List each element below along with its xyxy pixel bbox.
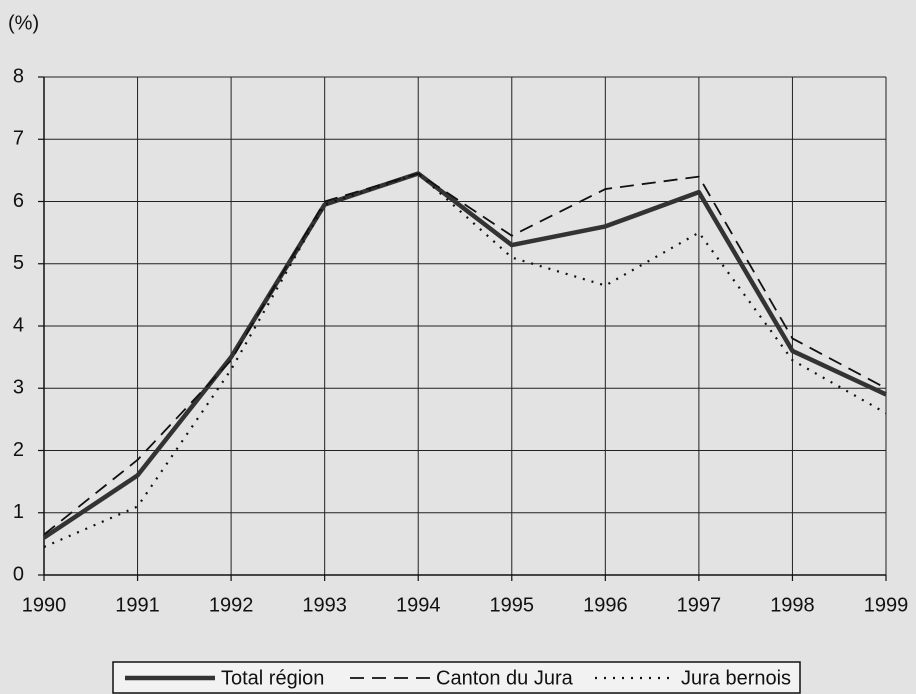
y-tick-label: 3	[13, 377, 24, 399]
y-axis-label: (%)	[8, 12, 39, 34]
x-tick-label: 1999	[864, 594, 909, 616]
y-tick-label: 1	[13, 501, 24, 523]
x-tick-label: 1993	[302, 594, 347, 616]
y-tick-label: 5	[13, 252, 24, 274]
x-tick-label: 1991	[115, 594, 160, 616]
x-tick-label: 1996	[583, 594, 628, 616]
y-tick-label: 4	[13, 314, 24, 336]
x-tick-label: 1994	[396, 594, 441, 616]
x-tick-label: 1997	[677, 594, 722, 616]
x-tick-label: 1995	[490, 594, 535, 616]
x-tick-label: 1998	[770, 594, 815, 616]
legend-label: Canton du Jura	[436, 667, 574, 689]
line-series	[42, 171, 887, 540]
legend-box	[112, 661, 801, 694]
legend-label: Jura bernois	[681, 667, 791, 689]
y-tick-label: 8	[13, 65, 24, 87]
y-tick-label: 0	[13, 563, 24, 585]
x-tick-label: 1990	[22, 594, 67, 616]
y-tick-label: 2	[13, 439, 24, 461]
y-tick-label: 7	[13, 128, 24, 150]
y-tick-label: 6	[13, 190, 24, 212]
x-tick-label: 1992	[209, 594, 254, 616]
legend-label: Total région	[221, 667, 324, 689]
line-series	[43, 172, 887, 536]
